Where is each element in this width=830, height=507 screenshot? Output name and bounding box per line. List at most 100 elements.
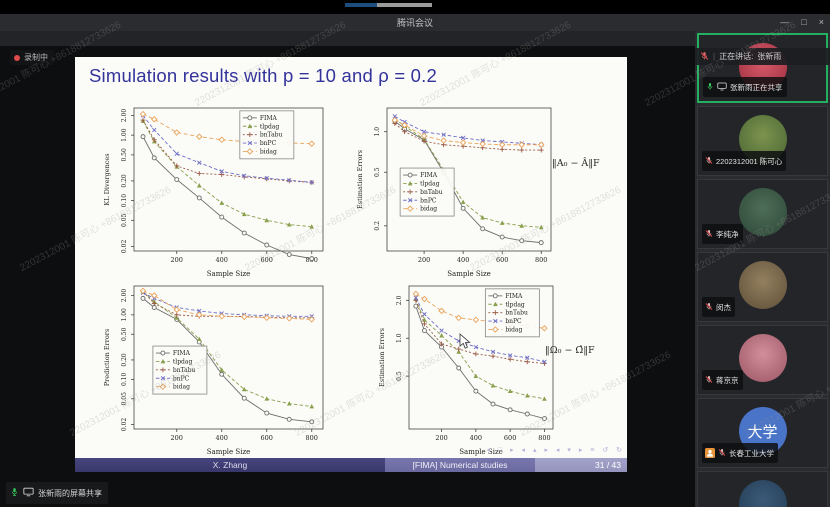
participant-name: 长春工业大学 [729, 448, 774, 458]
svg-text:2.00: 2.00 [121, 289, 128, 303]
mic-muted-icon [718, 444, 726, 462]
svg-text:FIMA: FIMA [505, 293, 523, 300]
mic-muted-icon [705, 298, 713, 316]
speaking-banner: | 正在讲话: 张新雨 [695, 48, 830, 65]
svg-text:1.00: 1.00 [121, 128, 128, 142]
svg-text:0.5: 0.5 [374, 167, 381, 177]
svg-text:600: 600 [504, 434, 516, 442]
svg-text:bidag: bidag [260, 148, 277, 155]
footer-title: [FIMA] Numerical studies [385, 458, 535, 472]
chart-estimation-errors-a: 200 400 600 800 0.2 0.5 1.0 Sample Size Estimati… [356, 107, 552, 278]
svg-text:1.0: 1.0 [396, 333, 403, 343]
svg-text:1.00: 1.00 [121, 308, 128, 322]
footer-page-number: 31 / 43 [535, 458, 627, 472]
svg-text:bnTabu: bnTabu [173, 367, 196, 374]
svg-text:KL Divergences: KL Divergences [103, 153, 111, 205]
svg-text:0.05: 0.05 [121, 213, 128, 227]
svg-text:bnTabu: bnTabu [260, 132, 283, 139]
minimize-button[interactable]: — [780, 17, 790, 27]
svg-text:0.02: 0.02 [121, 240, 128, 254]
mic-muted-icon [705, 225, 713, 243]
svg-text:FIMA: FIMA [420, 172, 438, 179]
svg-text:tlpdag: tlpdag [260, 123, 280, 130]
participant-name-badge: 2202312001 陈可心 [702, 151, 787, 171]
svg-text:600: 600 [261, 434, 273, 442]
svg-text:bnTabu: bnTabu [420, 189, 443, 196]
screen-share-icon [23, 484, 34, 502]
svg-text:Sample Size: Sample Size [447, 270, 491, 278]
avatar-text: 大学 [747, 423, 778, 441]
recording-indicator: 录制中 [10, 50, 54, 65]
footer-author: X. Zhang [75, 458, 385, 472]
svg-text:tlpdag: tlpdag [173, 358, 193, 365]
svg-text:bnTabu: bnTabu [505, 310, 528, 317]
svg-text:200: 200 [171, 434, 183, 442]
svg-text:0.2: 0.2 [374, 221, 381, 231]
chart-estimation-errors-omega: 200 400 600 800 0.5 1.0 2.0 Sample Size Estimati… [378, 285, 554, 456]
participant-name-badge: 蒋京京 [702, 370, 743, 390]
speaking-banner-name: 张新雨 [757, 52, 782, 61]
maximize-button[interactable]: □ [801, 17, 807, 27]
svg-text:0.50: 0.50 [121, 327, 128, 341]
mic-muted-icon [705, 371, 713, 389]
participant-tiles-list: 张新雨正在共享 2202312001 陈可心李纯净闵杰蒋京京大学长春工业大学 [695, 31, 830, 507]
svg-text:Sample Size: Sample Size [207, 270, 251, 278]
svg-text:0.05: 0.05 [121, 392, 128, 406]
shared-screen-top-band [0, 31, 695, 46]
participant-tile[interactable]: 蒋京京 [697, 325, 828, 395]
svg-text:bnPC: bnPC [260, 140, 277, 147]
participant-name-badge: 长春工业大学 [702, 443, 778, 463]
avatar [738, 188, 787, 236]
svg-text:800: 800 [535, 256, 547, 264]
recording-dot-icon [14, 54, 20, 61]
svg-text:FIMA: FIMA [260, 115, 278, 122]
svg-text:Sample Size: Sample Size [207, 448, 251, 456]
annotation-a-norm: ‖A₀ − Â‖F [552, 158, 600, 169]
screen-share-icon [717, 78, 727, 96]
beamer-nav-symbols: ◂ □ ▸ ◂ ▴ ▸ ◂ ▾ ▸ ≡ ↺ ↻ [486, 447, 625, 454]
participant-name-badge: 张新雨正在共享 [703, 77, 787, 97]
svg-text:FIMA: FIMA [173, 350, 191, 357]
top-mini-progress-bar [345, 3, 432, 7]
svg-text:400: 400 [216, 434, 228, 442]
participant-tile[interactable]: 李纯净 [697, 179, 828, 249]
participant-tile[interactable] [697, 471, 828, 507]
svg-text:Estimation Errors: Estimation Errors [356, 150, 364, 209]
svg-text:1.0: 1.0 [374, 127, 381, 137]
svg-text:200: 200 [435, 434, 447, 442]
participant-tile[interactable]: 张新雨正在共享 [697, 33, 828, 103]
svg-text:Sample Size: Sample Size [459, 448, 503, 456]
host-person-icon [705, 448, 715, 458]
chart-prediction-errors: 200 400 600 800 0.02 0.05 0.10 0.20 0.50 1.00 2.00… [103, 285, 324, 456]
svg-text:0.02: 0.02 [121, 418, 128, 432]
svg-text:0.20: 0.20 [121, 174, 128, 188]
screen-share-label: 张新雨的屏幕共享 [38, 488, 102, 498]
mic-muted-icon [700, 48, 709, 66]
svg-text:200: 200 [418, 256, 430, 264]
svg-text:tlpdag: tlpdag [505, 301, 525, 308]
participant-tile[interactable]: 闵杰 [697, 252, 828, 322]
svg-text:800: 800 [306, 434, 318, 442]
screen-share-badge: 张新雨的屏幕共享 [6, 482, 108, 504]
participant-name-badge: 闵杰 [702, 297, 735, 317]
svg-text:bnPC: bnPC [173, 375, 190, 382]
chart-kl-divergences: 2004006008000.020.050.100.200.501.002.00… [103, 107, 324, 278]
svg-text:200: 200 [171, 256, 183, 264]
participant-tile[interactable]: 大学长春工业大学 [697, 398, 828, 468]
mic-muted-icon [705, 152, 713, 170]
avatar [738, 261, 787, 309]
slide-footer: X. Zhang [FIMA] Numerical studies 31 / 4… [75, 458, 627, 472]
svg-text:0.10: 0.10 [121, 194, 128, 208]
svg-text:tlpdag: tlpdag [420, 180, 440, 187]
window-title: 腾讯会议 [396, 18, 433, 28]
participant-name: 闵杰 [716, 302, 731, 312]
window-titlebar: 腾讯会议 — □ × [0, 14, 830, 31]
svg-text:0.5: 0.5 [396, 371, 403, 381]
svg-text:0.10: 0.10 [121, 372, 128, 386]
close-button[interactable]: × [818, 17, 824, 27]
participant-tile[interactable]: 2202312001 陈可心 [697, 106, 828, 176]
svg-text:800: 800 [538, 434, 550, 442]
svg-text:2.00: 2.00 [121, 109, 128, 123]
avatar [738, 480, 787, 507]
